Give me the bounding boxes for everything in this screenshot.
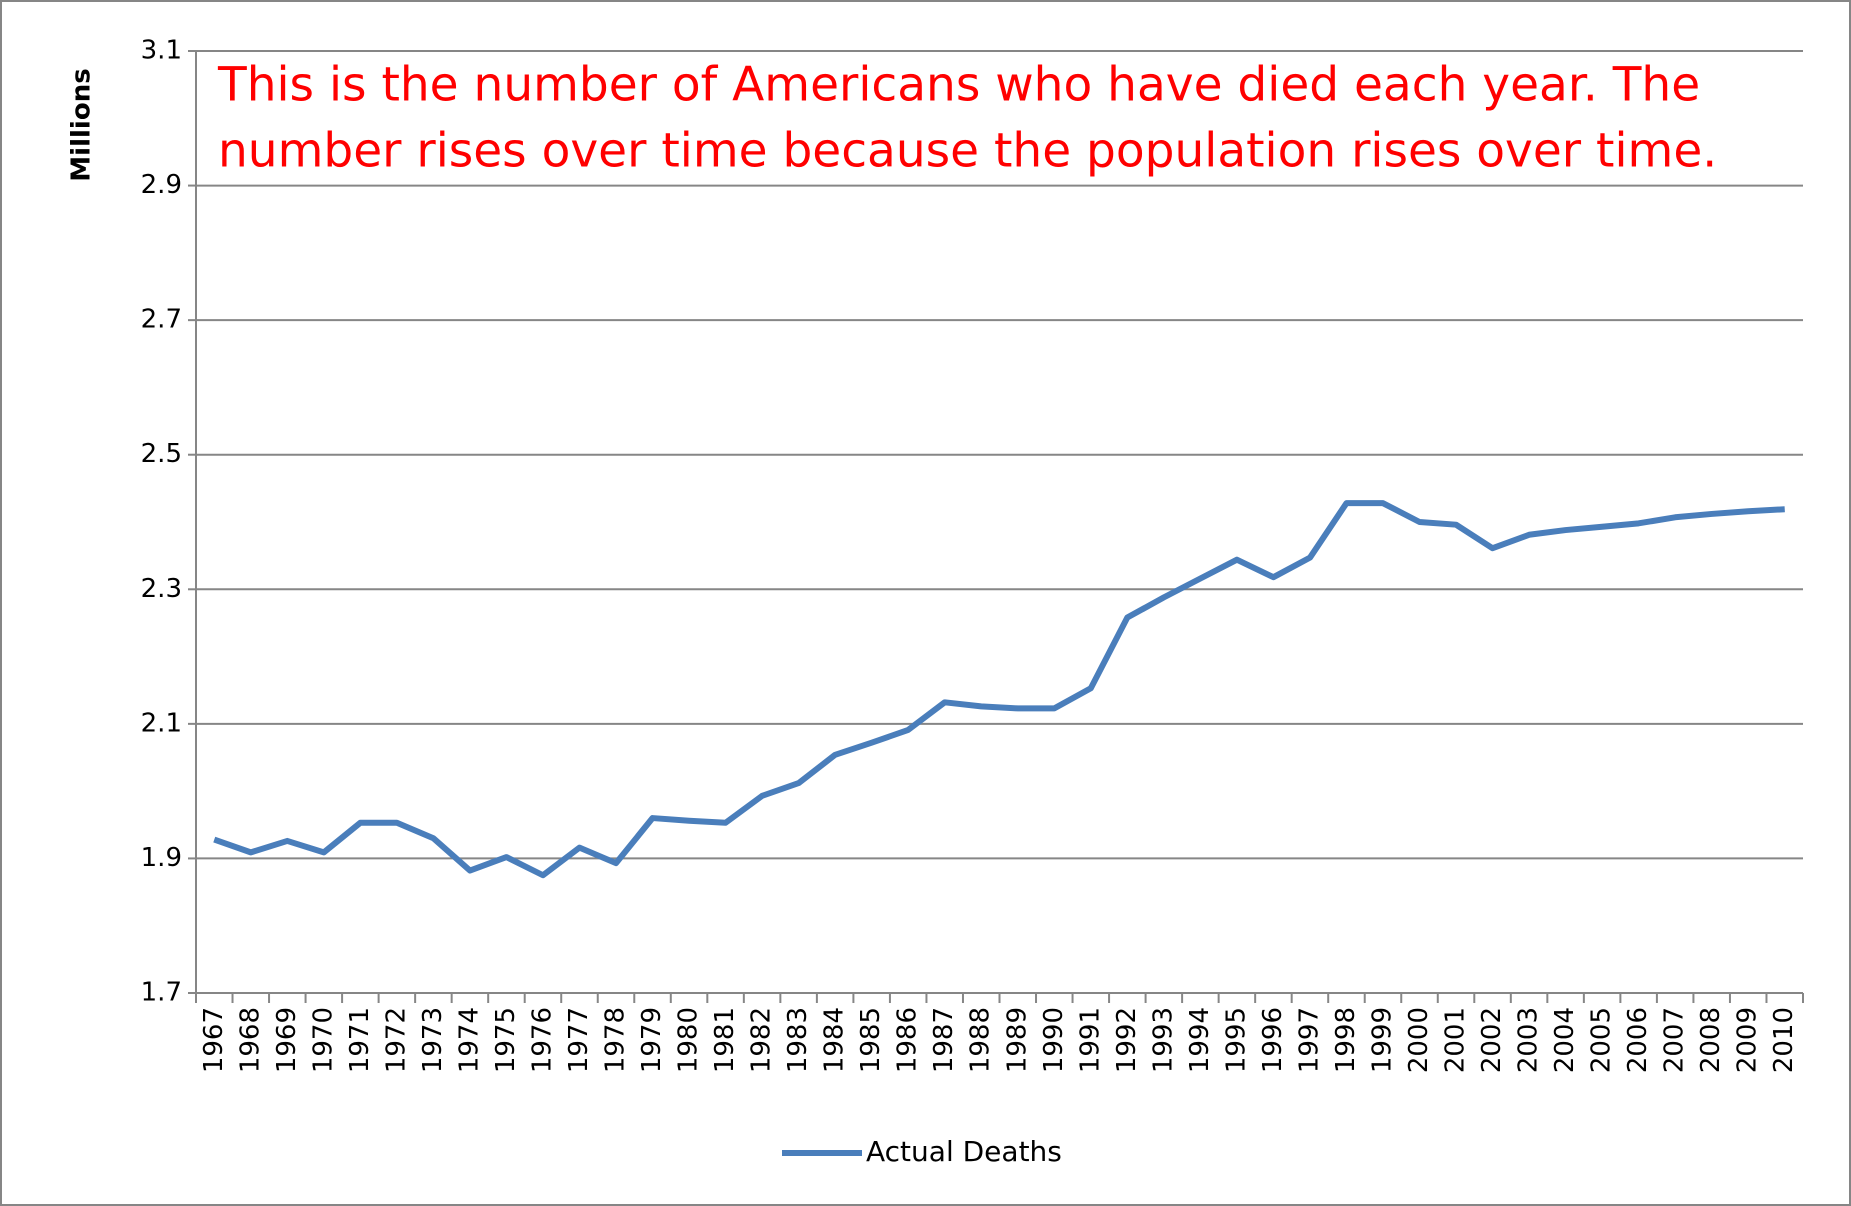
x-tick-label: 1972 bbox=[381, 1007, 411, 1073]
x-tick-label: 2010 bbox=[1769, 1007, 1799, 1073]
x-tick-label: 1993 bbox=[1148, 1007, 1178, 1073]
x-tick-label: 1989 bbox=[1002, 1007, 1032, 1073]
x-tick-label: 1971 bbox=[345, 1007, 375, 1073]
x-tick-label: 1990 bbox=[1039, 1007, 1069, 1073]
x-tick-label: 1981 bbox=[710, 1007, 740, 1073]
x-tick-label: 1988 bbox=[966, 1007, 996, 1073]
x-tick-label: 2009 bbox=[1733, 1007, 1763, 1073]
x-tick-label: 1973 bbox=[418, 1007, 448, 1073]
x-tick-label: 1986 bbox=[893, 1007, 923, 1073]
x-tick-label: 2005 bbox=[1587, 1007, 1617, 1073]
x-tick-label: 1982 bbox=[747, 1007, 777, 1073]
x-tick-label: 1998 bbox=[1331, 1007, 1361, 1073]
x-tick-label: 1977 bbox=[564, 1007, 594, 1073]
x-tick-label: 1976 bbox=[527, 1007, 557, 1073]
x-tick-label: 1979 bbox=[637, 1007, 667, 1073]
x-tick-label: 1984 bbox=[820, 1007, 850, 1073]
x-tick-label: 1968 bbox=[235, 1007, 265, 1073]
y-tick-label: 2.9 bbox=[141, 170, 182, 200]
x-tick-label: 1967 bbox=[199, 1007, 229, 1073]
x-tick-label: 1994 bbox=[1185, 1007, 1215, 1073]
x-tick-label: 2002 bbox=[1477, 1007, 1507, 1073]
x-tick-label: 1991 bbox=[1075, 1007, 1105, 1073]
x-tick-label: 1980 bbox=[674, 1007, 704, 1073]
x-tick-label: 1985 bbox=[856, 1007, 886, 1073]
x-tick-label: 1970 bbox=[308, 1007, 338, 1073]
x-tick-label: 2004 bbox=[1550, 1007, 1580, 1073]
data-line bbox=[213, 500, 1785, 879]
x-tick-label: 2006 bbox=[1623, 1007, 1653, 1073]
y-tick-label: 2.7 bbox=[141, 305, 182, 335]
x-tick-label: 2007 bbox=[1660, 1007, 1690, 1073]
y-tick-label: 3.1 bbox=[141, 36, 182, 66]
x-tick-label: 1978 bbox=[601, 1007, 631, 1073]
legend-label: Actual Deaths bbox=[866, 1135, 1062, 1168]
x-tick-label: 1999 bbox=[1367, 1007, 1397, 1073]
x-tick-label: 1987 bbox=[929, 1007, 959, 1073]
y-tick-label: 2.3 bbox=[141, 574, 182, 604]
y-axis-label: Millions bbox=[67, 68, 97, 181]
x-tick-label: 1974 bbox=[454, 1007, 484, 1073]
x-tick-label: 1983 bbox=[783, 1007, 813, 1073]
x-tick-label: 1975 bbox=[491, 1007, 521, 1073]
x-tick-label: 1992 bbox=[1112, 1007, 1142, 1073]
x-tick-label: 1969 bbox=[272, 1007, 302, 1073]
x-tick-label: 1997 bbox=[1294, 1007, 1324, 1073]
y-tick-label: 2.1 bbox=[141, 708, 182, 738]
y-tick-label: 1.9 bbox=[141, 843, 182, 873]
x-tick-label: 2000 bbox=[1404, 1007, 1434, 1073]
y-tick-label: 1.7 bbox=[141, 978, 182, 1008]
y-tick-label: 2.5 bbox=[141, 439, 182, 469]
annotation: This is the number of Americans who have… bbox=[217, 58, 1700, 113]
x-tick-label: 2008 bbox=[1696, 1007, 1726, 1073]
x-tick-label: 1996 bbox=[1258, 1007, 1288, 1073]
x-tick-label: 2001 bbox=[1441, 1007, 1471, 1073]
annotation: number rises over time because the popul… bbox=[218, 124, 1717, 179]
x-tick-label: 1995 bbox=[1221, 1007, 1251, 1073]
x-tick-label: 2003 bbox=[1514, 1007, 1544, 1073]
